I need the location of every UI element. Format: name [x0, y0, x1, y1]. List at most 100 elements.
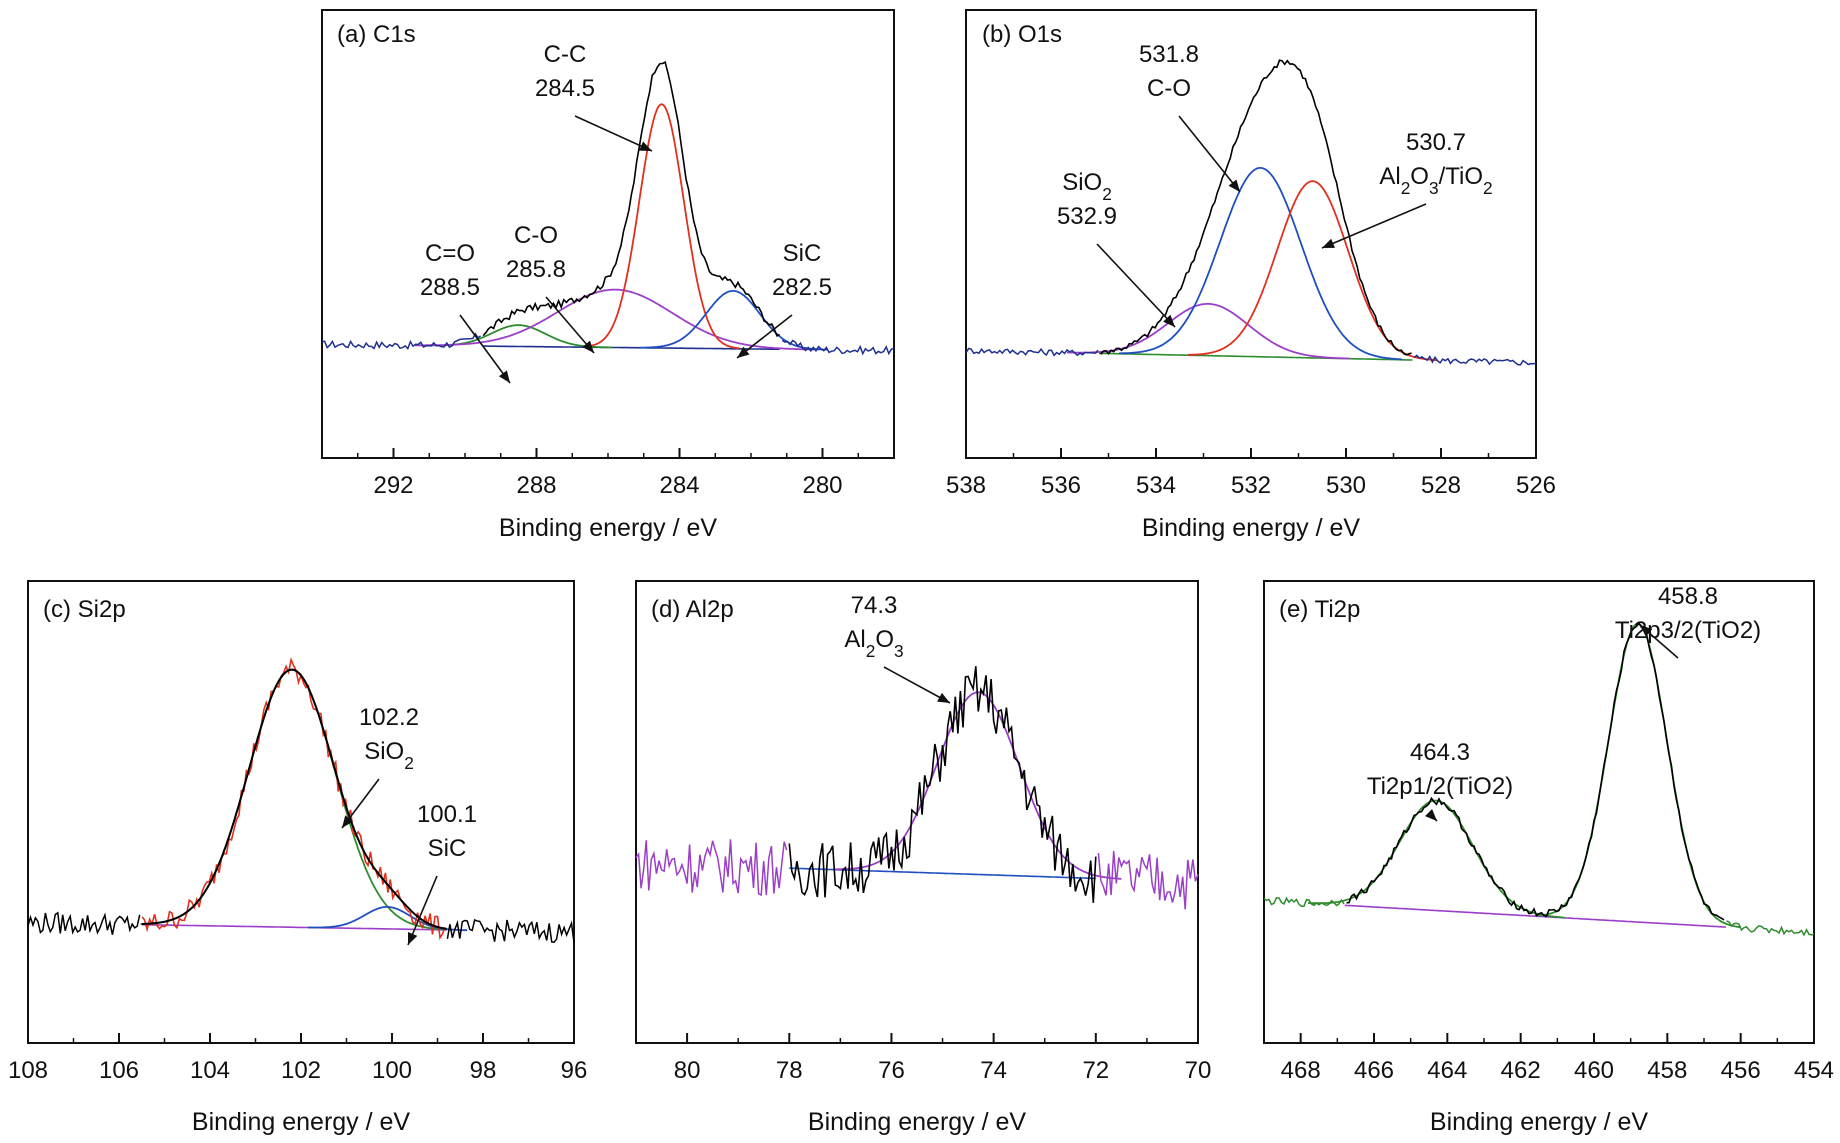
- peak-annotation-text: SiC: [428, 835, 467, 862]
- x-tick-label: 284: [659, 472, 699, 499]
- x-tick-label: 72: [1082, 1057, 1109, 1084]
- panel-d: 80 78 76 74 72 70 Binding energy / eV (d) Al2p 7…: [635, 580, 1211, 1136]
- x-tick-label: 458: [1647, 1057, 1687, 1084]
- background-line: [141, 923, 447, 931]
- x-tick-label: 536: [1041, 472, 1081, 499]
- peak-annotation-text: 74.3: [851, 592, 898, 619]
- raw-spectrum: [141, 657, 446, 940]
- annotation-arrow: [883, 666, 951, 704]
- x-axis-label: Binding energy / eV: [192, 1108, 411, 1136]
- x-tick-label: 104: [190, 1057, 230, 1084]
- spectrum-tail-left: [27, 911, 141, 935]
- fit-peak-Al2O3: [1188, 180, 1438, 362]
- peak-annotation-text: 282.5: [772, 274, 832, 301]
- panel-b: 538 536 534 532 530 528 526 Binding energy / eV…: [946, 9, 1556, 542]
- x-tick-label: 292: [373, 472, 413, 499]
- x-tick-label: 456: [1721, 1057, 1761, 1084]
- x-tick-label: 102: [281, 1057, 321, 1084]
- peak-annotation-text: C=O: [425, 240, 475, 267]
- raw-spectrum: [1346, 621, 1725, 921]
- panel-label: (a) C1s: [337, 21, 416, 48]
- peak-annotation-text: 458.8: [1658, 583, 1718, 610]
- fit-peak-Al2O3: [835, 691, 1122, 880]
- peak-annotation-text: 532.9: [1057, 203, 1117, 230]
- annotation-arrowhead: [342, 815, 354, 828]
- annotation-arrow: [1096, 243, 1176, 328]
- plot-frame: [321, 9, 895, 459]
- plot-frame: [27, 580, 575, 1044]
- fit-peak-SiO2: [1066, 303, 1350, 360]
- x-tick-label: 80: [674, 1057, 701, 1084]
- x-tick-label: 106: [99, 1057, 139, 1084]
- peak-annotation-text: Al2O3/TiO2: [1379, 163, 1492, 198]
- peak-annotation-text: Al2O3: [844, 626, 903, 661]
- panel-label: (e) Ti2p: [1279, 596, 1360, 623]
- spectrum-tail-right: [1726, 920, 1815, 937]
- x-tick-label: 74: [980, 1057, 1007, 1084]
- annotation-arrow: [1178, 115, 1241, 193]
- spectrum-tail-right: [1413, 354, 1537, 366]
- x-tick-label: 466: [1354, 1057, 1394, 1084]
- spectrum-tail-left: [321, 332, 482, 350]
- x-tick-label: 462: [1501, 1057, 1541, 1084]
- annotation-arrow: [574, 115, 653, 152]
- x-tick-label: 96: [561, 1057, 588, 1084]
- fit-peak-CO: [414, 288, 816, 351]
- annotation-arrowhead: [639, 141, 652, 151]
- x-axis-label: Binding energy / eV: [1142, 514, 1361, 542]
- peak-annotation-text: 102.2: [359, 704, 419, 731]
- plot-frame: [965, 9, 1537, 459]
- peak-annotation-text: Ti2p1/2(TiO2): [1367, 773, 1513, 800]
- x-tick-label: 530: [1326, 472, 1366, 499]
- x-tick-label: 468: [1281, 1057, 1321, 1084]
- x-tick-label: 76: [878, 1057, 905, 1084]
- x-axis-label: Binding energy / eV: [808, 1108, 1027, 1136]
- peak-annotation-text: 284.5: [535, 75, 595, 102]
- envelope-fit: [141, 668, 447, 930]
- panel-e: 468 466 464 462 460 458 456 454 Binding energy /…: [1263, 580, 1834, 1136]
- x-tick-label: 534: [1136, 472, 1176, 499]
- plot-frame: [1263, 580, 1815, 1044]
- x-tick-label: 78: [776, 1057, 803, 1084]
- x-tick-label: 108: [8, 1057, 48, 1084]
- spectrum-tail-right: [781, 339, 895, 356]
- peak-annotation-text: Ti2p3/2(TiO2): [1615, 617, 1761, 644]
- x-tick-label: 98: [470, 1057, 497, 1084]
- x-tick-label: 454: [1794, 1057, 1834, 1084]
- annotation-arrowhead: [498, 370, 510, 383]
- spectrum-tail-right: [1097, 850, 1199, 910]
- background-line: [482, 345, 780, 351]
- fit-peak-CC: [584, 103, 740, 350]
- fit-peak-CO: [1119, 167, 1402, 361]
- peak-annotation-text: 464.3: [1410, 739, 1470, 766]
- peak-annotation-text: C-O: [514, 222, 558, 249]
- fit-peak-Ti12: [1308, 799, 1565, 919]
- raw-spectrum: [788, 666, 1097, 903]
- plot-frame: [635, 580, 1199, 1044]
- panel-c: 108 106 104 102 100 98 96 Binding energy / eV (c…: [8, 580, 588, 1136]
- panel-a: 292 288 284 280 Binding energy / eV (a) C1s C=…: [321, 9, 895, 542]
- x-tick-label: 460: [1574, 1057, 1614, 1084]
- peak-annotation-text: 285.8: [506, 256, 566, 283]
- fit-peak-SiC: [307, 906, 468, 932]
- background-line: [1099, 352, 1413, 361]
- x-axis-label: Binding energy / eV: [499, 514, 718, 542]
- x-axis-label: Binding energy / eV: [1430, 1108, 1649, 1136]
- peak-annotation-text: 288.5: [420, 274, 480, 301]
- x-tick-label: 526: [1516, 472, 1556, 499]
- raw-spectrum: [1100, 59, 1412, 356]
- panel-label: (d) Al2p: [651, 596, 734, 623]
- x-tick-label: 528: [1421, 472, 1461, 499]
- annotation-arrowhead: [1322, 238, 1335, 248]
- peak-annotation-text: SiC: [783, 240, 822, 267]
- annotation-arrow: [1321, 203, 1427, 249]
- peak-annotation-text: 530.7: [1406, 129, 1466, 156]
- spectrum-tail-left: [1263, 896, 1345, 907]
- x-tick-label: 464: [1427, 1057, 1467, 1084]
- x-tick-label: 280: [802, 472, 842, 499]
- annotation-arrowhead: [1163, 314, 1175, 327]
- annotation-arrowhead: [582, 340, 594, 353]
- raw-spectrum: [482, 61, 780, 338]
- spectrum-tail-left: [635, 839, 788, 897]
